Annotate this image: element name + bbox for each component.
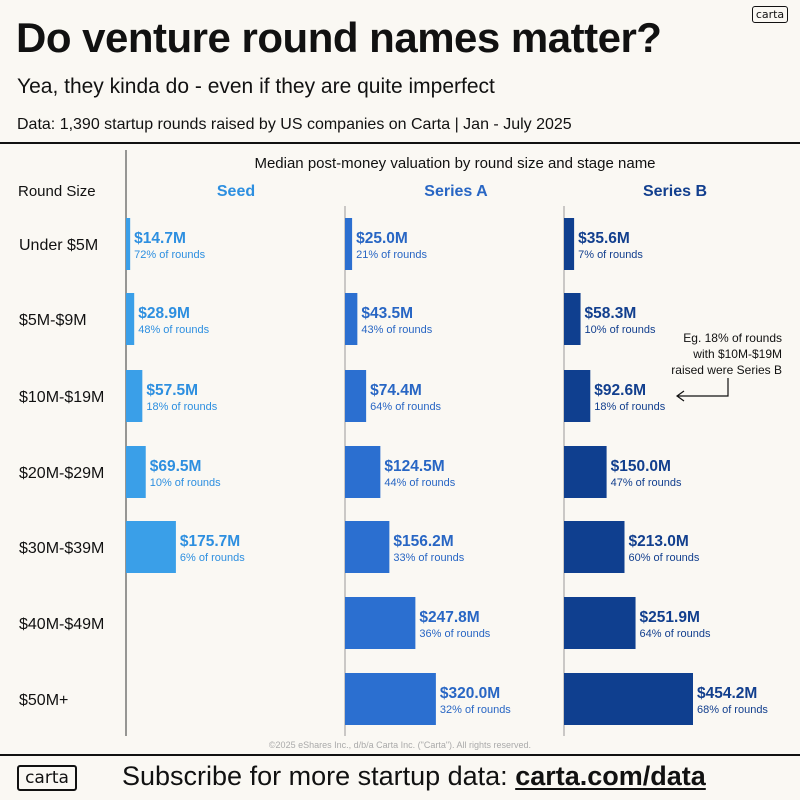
- value-label-series-b: $92.6M: [594, 382, 646, 399]
- pct-label-seed: 18% of rounds: [146, 401, 217, 413]
- row-label: $10M-$19M: [19, 389, 104, 406]
- pct-label-series-a: 36% of rounds: [419, 628, 490, 640]
- column-header-seed: Seed: [217, 183, 255, 200]
- annotation-text: Eg. 18% of rounds: [683, 331, 782, 345]
- value-label-series-b: $454.2M: [697, 685, 757, 702]
- carta-logo: carta: [752, 6, 788, 23]
- value-label-seed: $69.5M: [150, 458, 202, 475]
- subscribe-text: Subscribe for more startup data:: [122, 761, 516, 791]
- bar-series-a: [345, 597, 416, 649]
- pct-label-series-a: 21% of rounds: [356, 249, 427, 261]
- copyright-notice: ©2025 eShares Inc., d/b/a Carta Inc. ("C…: [268, 740, 532, 750]
- pct-label-series-b: 7% of rounds: [578, 249, 643, 261]
- pct-label-seed: 6% of rounds: [180, 552, 245, 564]
- value-label-series-b: $251.9M: [640, 609, 700, 626]
- row-label: $20M-$29M: [19, 465, 104, 482]
- pct-label-series-a: 64% of rounds: [370, 401, 441, 413]
- value-label-series-a: $247.8M: [419, 609, 479, 626]
- data-source-note: Data: 1,390 startup rounds raised by US …: [17, 116, 572, 133]
- row-label: Under $5M: [19, 237, 98, 254]
- bar-series-a: [345, 446, 381, 498]
- bar-seed: [126, 446, 146, 498]
- annotation-arrow-line: [678, 378, 729, 397]
- column-header-series-a: Series A: [424, 183, 488, 200]
- value-label-series-a: $156.2M: [393, 533, 453, 550]
- bar-series-a: [345, 673, 436, 725]
- row-label: $50M+: [19, 692, 68, 709]
- value-label-series-b: $213.0M: [628, 533, 688, 550]
- value-label-series-b: $150.0M: [611, 458, 671, 475]
- value-label-series-a: $25.0M: [356, 230, 408, 247]
- carta-logo-footer: carta: [17, 765, 77, 791]
- pct-label-series-a: 33% of rounds: [393, 552, 464, 564]
- pct-label-series-b: 68% of rounds: [697, 704, 768, 716]
- bar-seed: [126, 521, 176, 573]
- pct-label-series-b: 60% of rounds: [628, 552, 699, 564]
- bar-seed: [126, 293, 135, 345]
- row-label: $40M-$49M: [19, 616, 104, 633]
- value-label-series-b: $35.6M: [578, 230, 630, 247]
- pct-label-series-b: 64% of rounds: [640, 628, 711, 640]
- footer-divider: [0, 754, 800, 756]
- annotation-text: raised were Series B: [671, 363, 782, 377]
- bar-seed: [126, 370, 143, 422]
- pct-label-series-b: 10% of rounds: [585, 324, 656, 336]
- value-label-series-a: $74.4M: [370, 382, 422, 399]
- valuation-chart: Median post-money valuation by round siz…: [18, 150, 782, 736]
- bar-series-b: [564, 446, 607, 498]
- pct-label-seed: 10% of rounds: [150, 477, 221, 489]
- subscribe-cta: Subscribe for more startup data: carta.c…: [122, 761, 706, 792]
- header-divider: [0, 142, 800, 144]
- bar-series-b: [564, 521, 625, 573]
- row-label: $5M-$9M: [19, 312, 87, 329]
- chart-title: Median post-money valuation by round siz…: [254, 155, 655, 172]
- pct-label-series-b: 18% of rounds: [594, 401, 665, 413]
- value-label-series-a: $124.5M: [384, 458, 444, 475]
- bar-series-b: [564, 293, 581, 345]
- page-title: Do venture round names matter?: [16, 14, 662, 61]
- pct-label-series-a: 43% of rounds: [361, 324, 432, 336]
- bar-series-b: [564, 673, 693, 725]
- value-label-seed: $14.7M: [134, 230, 186, 247]
- pct-label-seed: 72% of rounds: [134, 249, 205, 261]
- pct-label-series-a: 44% of rounds: [384, 477, 455, 489]
- annotation-arrow-head: [675, 390, 685, 402]
- carta-data-link[interactable]: carta.com/data: [515, 761, 706, 791]
- bar-series-b: [564, 218, 575, 270]
- bar-series-a: [345, 370, 367, 422]
- bar-series-a: [345, 218, 353, 270]
- bar-seed: [126, 218, 131, 270]
- row-label: $30M-$39M: [19, 540, 104, 557]
- page-subtitle: Yea, they kinda do - even if they are qu…: [17, 75, 495, 98]
- value-label-seed: $175.7M: [180, 533, 240, 550]
- value-label-series-a: $43.5M: [361, 305, 413, 322]
- pct-label-series-b: 47% of rounds: [611, 477, 682, 489]
- row-header-round-size: Round Size: [18, 183, 96, 200]
- bar-series-b: [564, 370, 591, 422]
- value-label-series-a: $320.0M: [440, 685, 500, 702]
- value-label-seed: $28.9M: [138, 305, 190, 322]
- bar-series-a: [345, 293, 358, 345]
- column-header-series-b: Series B: [643, 183, 707, 200]
- bar-series-a: [345, 521, 390, 573]
- bar-series-b: [564, 597, 636, 649]
- value-label-series-b: $58.3M: [585, 305, 637, 322]
- pct-label-series-a: 32% of rounds: [440, 704, 511, 716]
- pct-label-seed: 48% of rounds: [138, 324, 209, 336]
- value-label-seed: $57.5M: [146, 382, 198, 399]
- annotation-text: with $10M-$19M: [692, 347, 782, 361]
